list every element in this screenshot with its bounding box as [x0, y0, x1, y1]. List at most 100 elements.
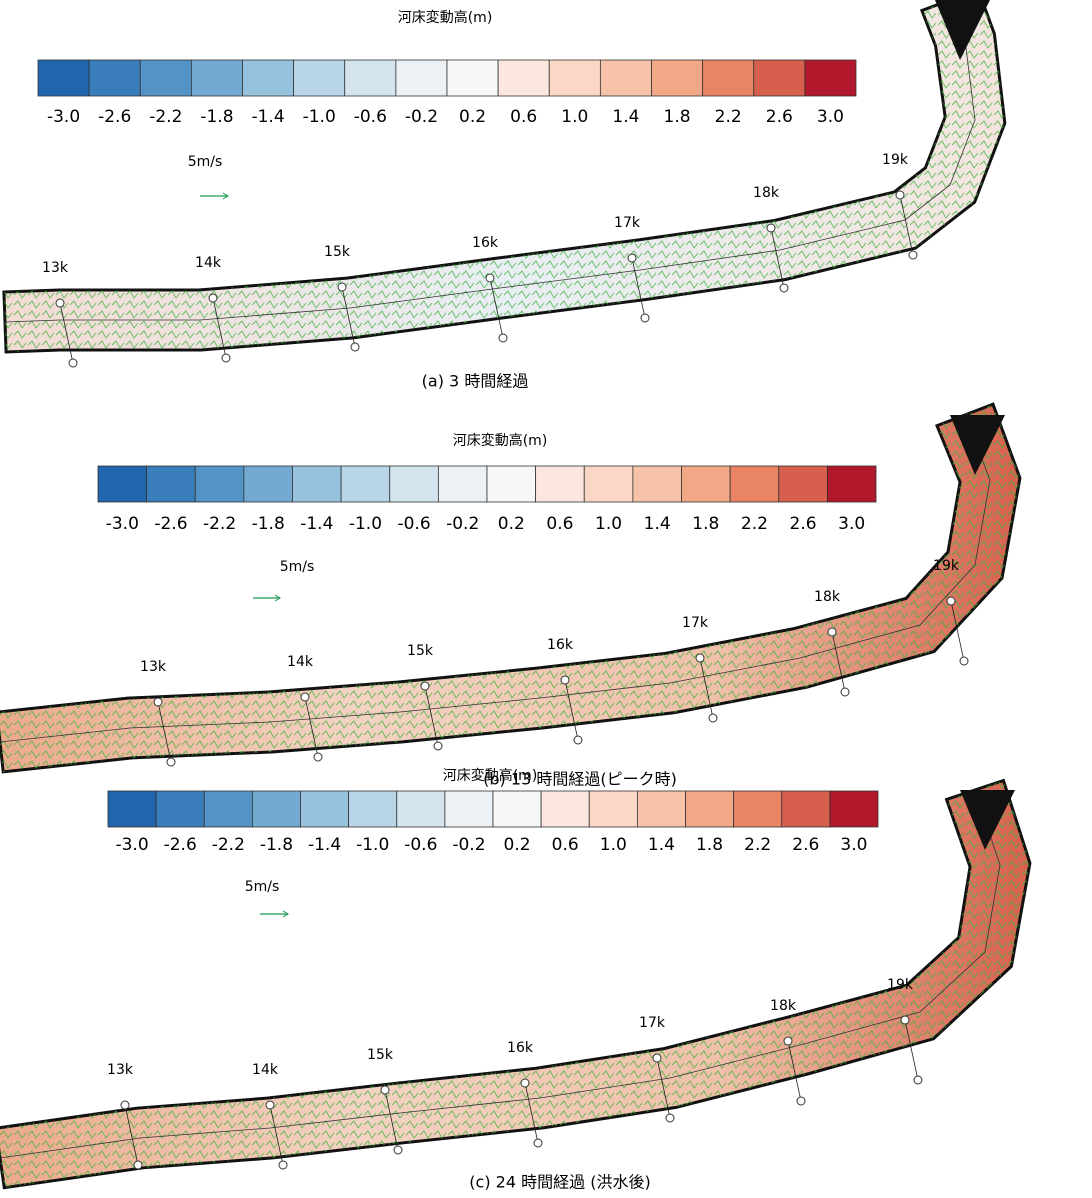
- colorbar-tick-label: 3.0: [840, 835, 867, 855]
- colorbar-cell: [396, 790, 446, 828]
- colorbar-cell: [826, 465, 877, 503]
- caption: (b) 13 時間経過(ピーク時): [483, 770, 677, 789]
- section-marker: [393, 1145, 403, 1155]
- section-line: [212, 297, 227, 359]
- section-label: 19k: [887, 977, 914, 993]
- section-label: 17k: [639, 1015, 666, 1031]
- contour: [4, 0, 976, 323]
- section-label: 15k: [324, 244, 351, 260]
- colorbar-tick-label: 3.0: [817, 107, 844, 127]
- colorbar-tick-label: 0.6: [510, 107, 537, 127]
- section-label: 16k: [507, 1040, 534, 1056]
- colorbar-cell: [702, 59, 755, 97]
- section-marker: [840, 687, 850, 697]
- section-marker: [120, 1100, 130, 1110]
- caption: (a) 3 時間経過: [422, 372, 529, 391]
- colorbar-cell: [300, 790, 350, 828]
- colorbar-tick-label: -2.6: [164, 835, 197, 855]
- colorbar-tick-label: -0.2: [452, 835, 485, 855]
- section-marker: [520, 1078, 530, 1088]
- section-label: 18k: [753, 185, 780, 201]
- section-line: [904, 1019, 919, 1081]
- section-line: [489, 277, 504, 339]
- colorbar-cell: [293, 59, 346, 97]
- colorbar-cell: [446, 59, 499, 97]
- velocity-vectors: [0, 404, 1020, 772]
- section-marker: [560, 675, 570, 685]
- velocity-scale-arrowhead: [222, 192, 229, 200]
- panel: 河床変動高(m) -3.0 -2.6 -2.2 -1.8 -1.4 -1.0 -0.6 -0.2…: [0, 402, 1022, 789]
- colorbar-tick-label: 1.4: [644, 514, 671, 534]
- section-line: [950, 600, 965, 662]
- colorbar-tick-label: 0.6: [552, 835, 579, 855]
- confluence: [960, 790, 1015, 850]
- colorbar-tick-label: 1.4: [612, 107, 639, 127]
- section-label: 13k: [107, 1062, 134, 1078]
- colorbar-tick-label: 2.2: [715, 107, 742, 127]
- colorbar-tick-label: -3.0: [47, 107, 80, 127]
- colorbar-cell: [588, 790, 638, 828]
- colorbar-tick-label: 1.8: [696, 835, 723, 855]
- caption: (c) 24 時間経過 (洪水後): [469, 1173, 650, 1192]
- colorbar-cell: [242, 59, 295, 97]
- section-marker: [498, 333, 508, 343]
- colorbar-tick-label: -2.6: [154, 514, 187, 534]
- colorbar-cell: [88, 59, 141, 97]
- colorbar-cell: [492, 790, 542, 828]
- section-line: [770, 227, 785, 289]
- colorbar-tick-label: 1.8: [692, 514, 719, 534]
- colorbar-tick-label: -2.2: [203, 514, 236, 534]
- section-line: [384, 1089, 399, 1151]
- section-label: 16k: [547, 637, 574, 653]
- section-line: [157, 701, 172, 763]
- colorbar-cell: [389, 465, 439, 503]
- section-label: 19k: [882, 152, 909, 168]
- section-marker: [133, 1160, 143, 1170]
- colorbar-cell: [804, 59, 857, 97]
- colorbar-cell: [733, 790, 783, 828]
- colorbar-tick-label: 2.6: [792, 835, 819, 855]
- section-line: [831, 631, 846, 693]
- colorbar-cell: [651, 59, 704, 97]
- section-marker: [913, 1075, 923, 1085]
- colorbar-cell: [437, 465, 488, 503]
- panel: 河床変動高(m) -3.0 -2.6 -2.2 -1.8 -1.4 -1.0 -0.6 -0.2…: [0, 767, 1032, 1192]
- colorbar-cell: [753, 59, 806, 97]
- colorbar-cell: [685, 790, 735, 828]
- section-marker: [300, 692, 310, 702]
- section-label: 14k: [287, 654, 314, 670]
- colorbar-tick-label: 2.2: [741, 514, 768, 534]
- section-marker: [652, 1053, 662, 1063]
- colorbar-tick-label: -1.0: [303, 107, 336, 127]
- section-line: [787, 1040, 802, 1102]
- colorbar-tick-label: -1.8: [252, 514, 285, 534]
- colorbar-tick-label: 0.2: [504, 835, 531, 855]
- colorbar-cell: [486, 465, 537, 503]
- section-marker: [895, 190, 905, 200]
- section-label: 14k: [252, 1062, 279, 1078]
- colorbar-cell: [37, 59, 90, 97]
- section-marker: [946, 596, 956, 606]
- confluence: [935, 0, 990, 60]
- section-marker: [337, 282, 347, 292]
- colorbar-tick-label: -1.4: [251, 107, 284, 127]
- colorbar-tick-label: 0.2: [498, 514, 525, 534]
- section-marker: [208, 293, 218, 303]
- section-label: 15k: [407, 643, 434, 659]
- section-marker: [153, 697, 163, 707]
- colorbar-tick-label: 1.0: [595, 514, 622, 534]
- colorbar-cell: [146, 465, 196, 503]
- colorbar-cell: [829, 790, 879, 828]
- section-label: 18k: [770, 998, 797, 1014]
- section-line: [304, 696, 319, 758]
- colorbar-cell: [583, 465, 634, 503]
- section-marker: [959, 656, 969, 666]
- colorbar-cell: [599, 59, 652, 97]
- section-marker: [221, 353, 231, 363]
- section-line: [564, 679, 579, 741]
- section-marker: [695, 653, 705, 663]
- confluence: [950, 415, 1005, 475]
- section-marker: [900, 1015, 910, 1025]
- section-line: [699, 657, 714, 719]
- section-label: 14k: [195, 255, 222, 271]
